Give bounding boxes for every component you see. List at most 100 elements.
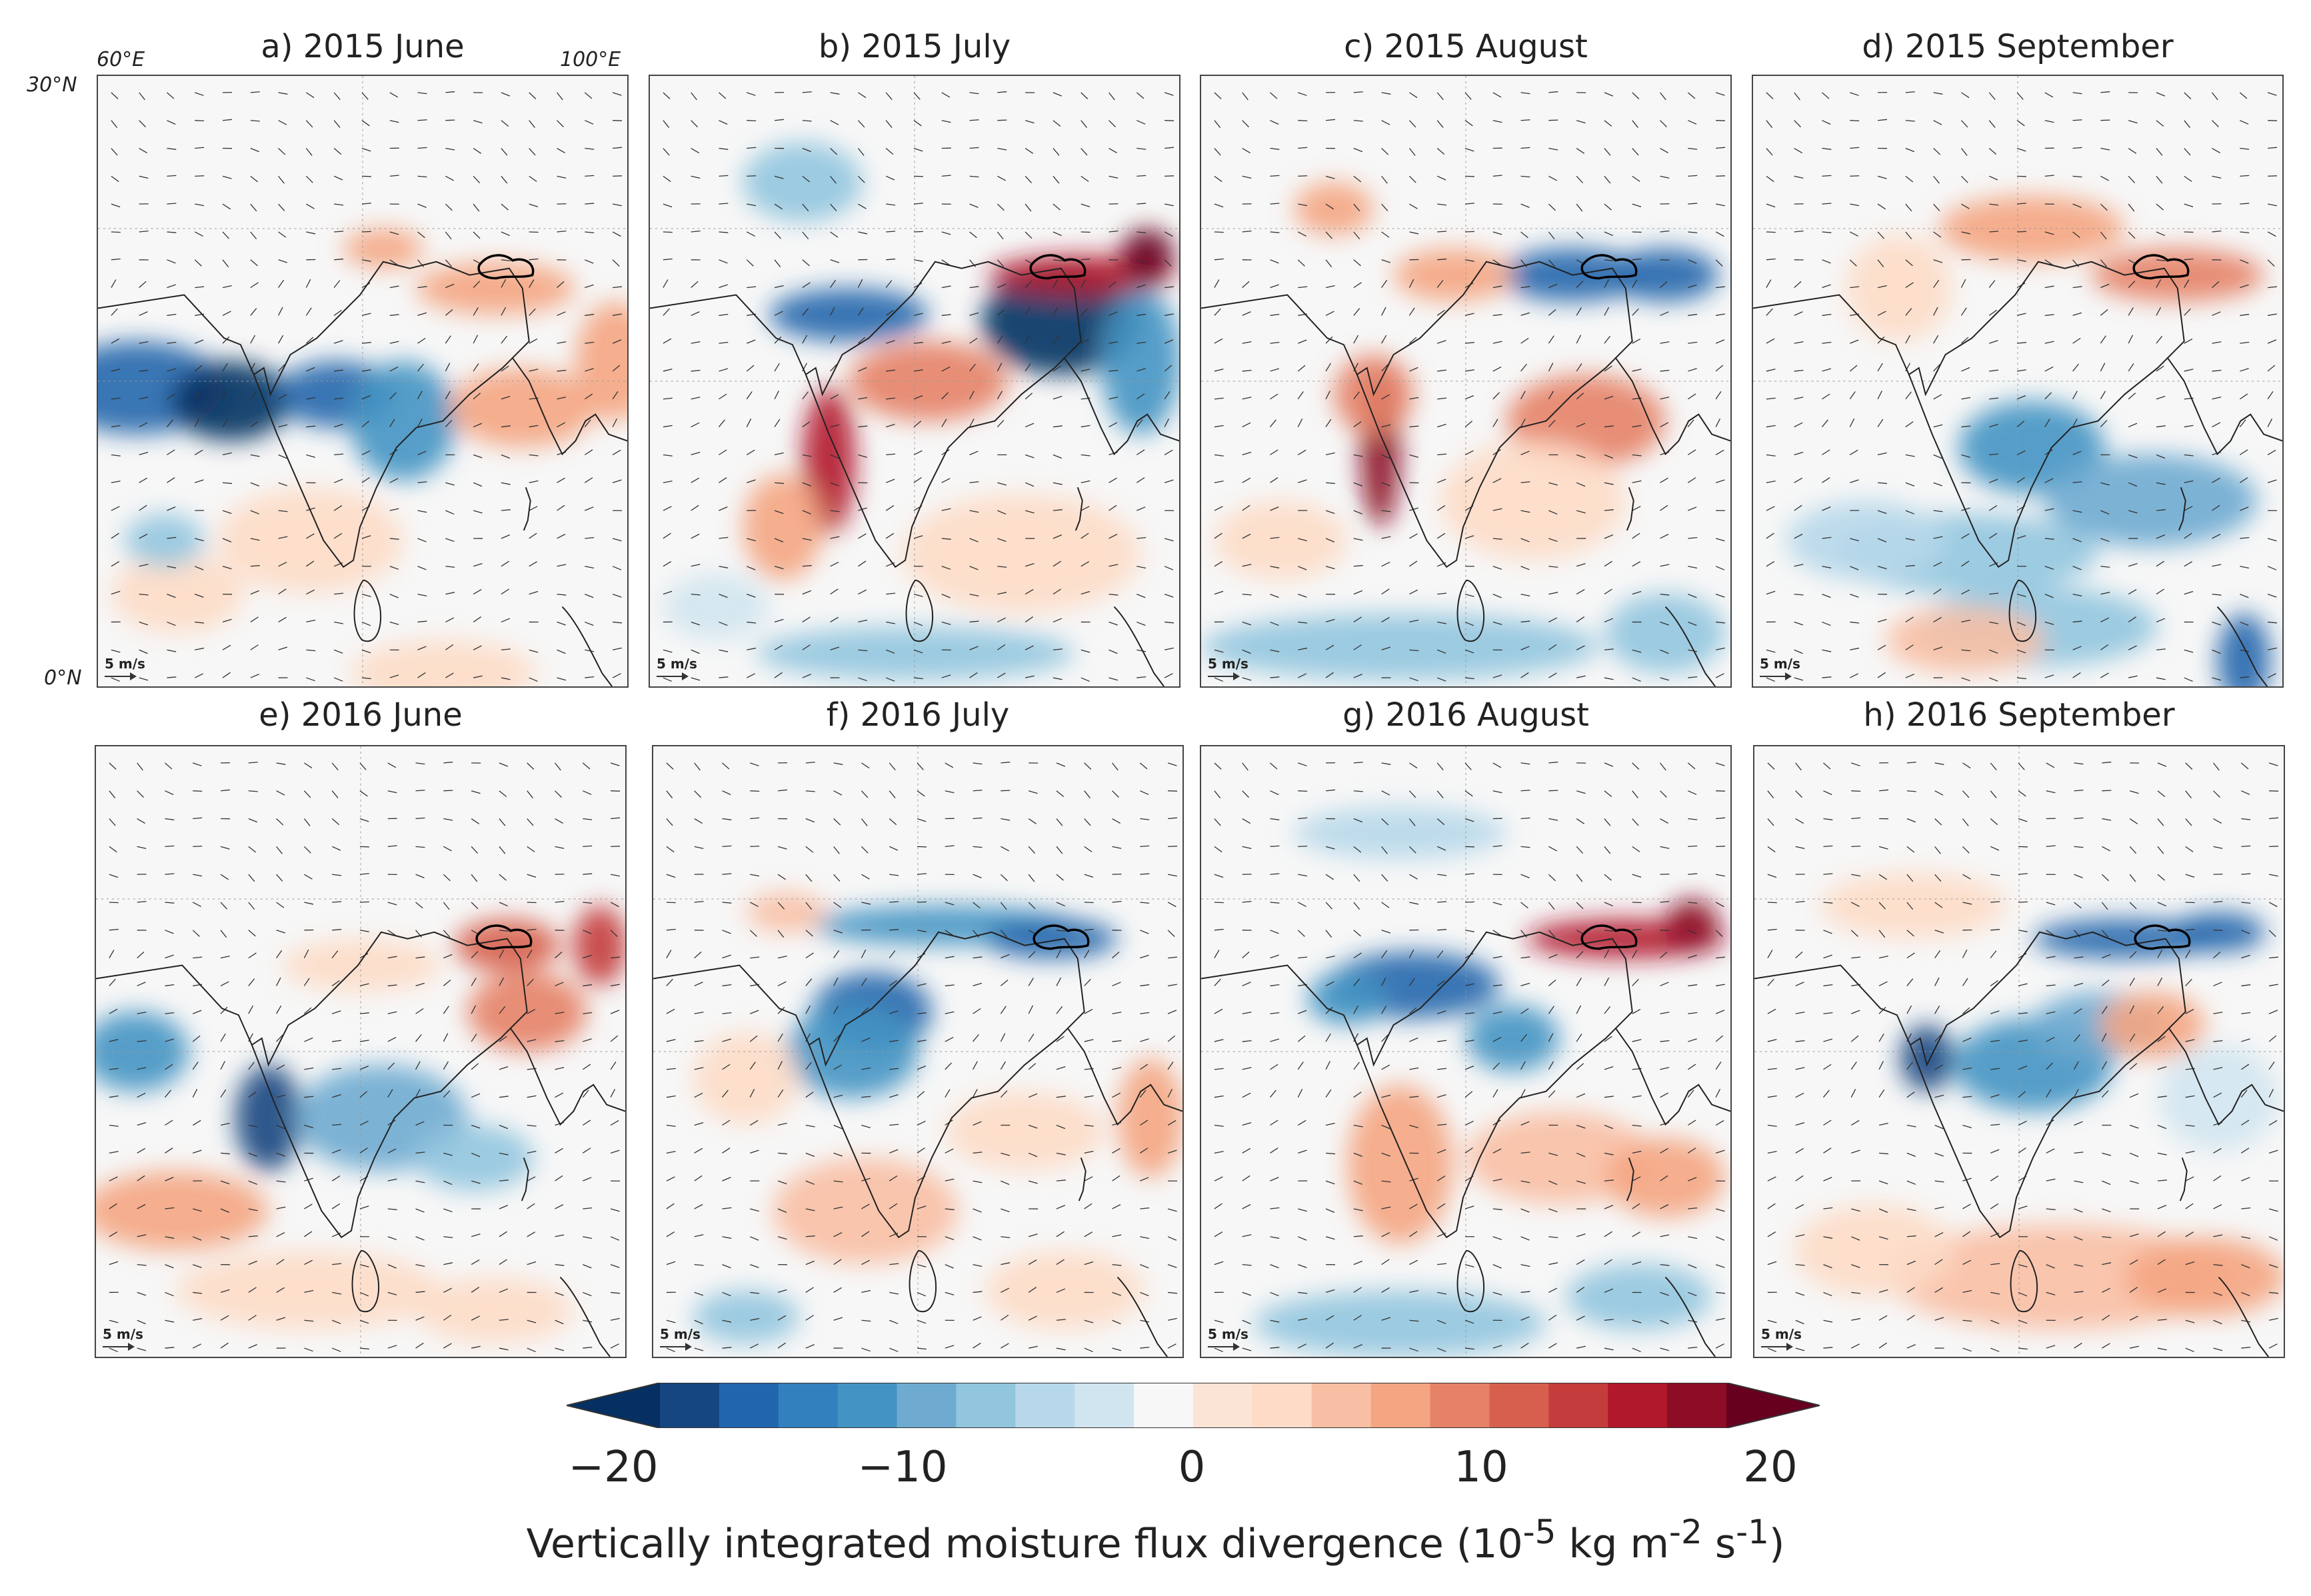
coastline-andaman <box>1078 1157 1087 1201</box>
wind-vector <box>306 231 316 235</box>
wind-vector <box>691 281 699 289</box>
wind-vector <box>1877 644 1886 650</box>
wind-vector <box>722 954 731 959</box>
wind-vector <box>612 391 619 400</box>
wind-vector <box>1632 506 1641 511</box>
wind-vector <box>1112 790 1119 798</box>
wind-vector <box>1660 397 1670 400</box>
wind-vector <box>250 538 260 541</box>
wind-vector <box>1464 203 1474 205</box>
wind-vector <box>1961 454 1970 458</box>
wind-vector <box>306 533 315 539</box>
wind-vector <box>2100 617 2110 622</box>
wind-vector <box>2046 762 2055 768</box>
wind-vector <box>1084 1261 1094 1265</box>
wind-vector <box>1632 120 1638 128</box>
wind-vector <box>1056 1096 1066 1098</box>
wind-vector <box>749 1089 755 1098</box>
wind-vector <box>889 790 896 798</box>
wind-vector <box>1140 1012 1150 1014</box>
wind-vector <box>1242 1040 1252 1042</box>
wind-vector <box>802 231 809 240</box>
wind-vector <box>722 1264 731 1269</box>
wind-vector <box>1409 1067 1419 1070</box>
wind-vector <box>1688 790 1697 795</box>
wind-vector <box>1492 120 1502 123</box>
wind-vector <box>1109 477 1117 483</box>
wind-vector <box>527 1203 535 1209</box>
wind-vector <box>165 762 173 770</box>
wind-vector <box>2046 1036 2055 1042</box>
wind-vector <box>1001 790 1011 792</box>
wind-vector <box>443 818 453 821</box>
wind-vector <box>1794 504 1802 511</box>
wind-vector <box>1464 450 1474 456</box>
wind-vector <box>250 590 259 595</box>
wind-vector <box>1660 649 1669 654</box>
wind-vector <box>1325 482 1335 484</box>
wind-vector <box>167 594 176 598</box>
wind-vector <box>830 231 839 238</box>
divergence-anomaly <box>1254 1290 1546 1357</box>
wind-vector <box>1464 621 1474 626</box>
wind-vector <box>973 902 981 909</box>
wind-vector <box>885 478 895 483</box>
wind-vector <box>1214 590 1224 595</box>
wind-vector <box>165 1347 175 1349</box>
wind-vector <box>2268 762 2278 766</box>
divergence-anomaly <box>1886 1223 2232 1331</box>
wind-vector <box>471 1315 480 1321</box>
wind-vector <box>1167 1035 1176 1042</box>
wind-vector <box>1548 672 1557 678</box>
wind-vector <box>805 1092 814 1098</box>
wind-vector <box>248 1180 258 1185</box>
wind-vector <box>1325 510 1335 514</box>
wind-vector <box>2046 956 2056 959</box>
wind-vector <box>1492 1291 1502 1295</box>
wind-vector <box>387 1036 397 1042</box>
wind-vector <box>611 846 621 847</box>
wind-vector <box>1298 538 1307 542</box>
wind-vector <box>1520 646 1530 650</box>
wind-vector <box>722 984 732 987</box>
wind-vector <box>2072 566 2082 570</box>
wind-vector <box>2267 92 2277 96</box>
wind-vector <box>1823 1291 1832 1297</box>
wind-vector <box>1298 1010 1307 1014</box>
wind-vector <box>333 175 343 181</box>
wind-vector <box>830 148 838 155</box>
wind-vector <box>557 92 563 101</box>
wind-vector <box>1849 418 1855 427</box>
wind-vector <box>109 790 116 798</box>
scale-label: 5 m/s <box>1761 1326 1802 1342</box>
wind-vector <box>1715 593 1725 598</box>
wind-vector <box>443 930 451 938</box>
wind-vector <box>1715 1089 1721 1098</box>
wind-vector <box>1297 259 1305 267</box>
wind-vector <box>2239 477 2248 483</box>
wind-vector <box>1990 790 1997 798</box>
wind-vector <box>1850 479 1859 483</box>
wind-vector <box>2101 1006 2108 1014</box>
wind-vector <box>1056 1259 1065 1265</box>
wind-vector <box>1934 902 1943 908</box>
coastline-andaman <box>1626 486 1634 531</box>
wind-vector <box>1139 762 1148 770</box>
wind-vector <box>1934 1094 1944 1098</box>
divergence-anomaly <box>350 640 536 686</box>
wind-vector <box>2128 335 2134 344</box>
wind-vector <box>557 477 565 483</box>
wind-vector <box>139 564 149 567</box>
wind-vector <box>501 231 510 237</box>
wind-vector <box>2185 1319 2195 1323</box>
wind-vector <box>303 790 311 798</box>
wind-vector <box>691 230 701 233</box>
wind-vector <box>833 1317 843 1321</box>
wind-vector <box>1084 928 1094 931</box>
wind-vector <box>445 283 455 289</box>
wind-vector <box>913 92 921 100</box>
wind-vector <box>1214 480 1224 483</box>
wind-vector <box>501 279 507 288</box>
wind-vector <box>1297 1062 1304 1070</box>
wind-vector <box>2128 363 2134 372</box>
